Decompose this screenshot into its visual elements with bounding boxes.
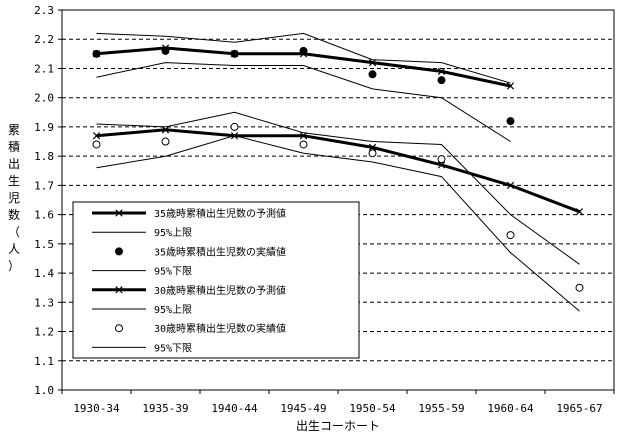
y-axis-title-char: ） (8, 259, 20, 273)
actual-point-open (230, 122, 239, 131)
ci-line-5 (96, 111, 580, 265)
y-axis-title-char: 児 (8, 191, 20, 205)
x-marker-stroke (161, 126, 170, 134)
actual-point-open (92, 140, 101, 149)
y-axis-tick-labels: 1.0 1.1 1.2 1.3 1.4 1.5 1.6 1.7 1.8 1.9 2.0 2.1 2.2 2… (34, 4, 62, 397)
x-marker-stroke (115, 209, 123, 217)
predicted-point (575, 208, 584, 216)
actual-point-open (161, 137, 170, 146)
actual-point-open (299, 140, 308, 149)
x-tick-label: 1940-44 (211, 402, 258, 415)
x-tick-label: 1945-49 (280, 402, 326, 415)
y-tick-label: 2.0 (34, 92, 54, 105)
legend-entry: 30歳時累積出生児数の実績値 (115, 322, 286, 335)
predicted-point (437, 161, 446, 169)
legend-swatch-marker (115, 286, 123, 294)
y-axis-title-char: 生 (8, 174, 20, 188)
legend-entry: 95%下限 (92, 342, 192, 354)
legend-entry: 35歳時累積出生児数の予測値 (92, 207, 286, 220)
x-marker-stroke (575, 208, 584, 216)
x-marker-stroke (368, 143, 377, 152)
legend-label: 95%上限 (154, 227, 192, 239)
actual-point-open (437, 155, 446, 164)
predicted-line-4 (96, 128, 581, 214)
legend-entry: 35歳時累積出生児数の実績値 (115, 245, 286, 258)
legend-box (72, 201, 360, 359)
x-tick-label: 1965-67 (556, 402, 602, 415)
legend-entry: 30歳時累積出生児数の予測値 (92, 284, 286, 297)
x-tick-label: 1950-54 (349, 402, 396, 415)
legend-label: 30歳時累積出生児数の実績値 (154, 322, 286, 335)
actual-point-filled (368, 70, 377, 79)
y-tick-label: 2.2 (34, 33, 54, 46)
legend-swatch-marker (115, 209, 123, 217)
x-marker-stroke (437, 67, 446, 76)
legend-label: 95%上限 (154, 304, 192, 316)
y-tick-label: 1.1 (34, 355, 54, 368)
y-tick-label: 1.4 (34, 267, 54, 280)
y-tick-label: 1.5 (34, 238, 54, 251)
predicted-point (161, 126, 170, 134)
legend-entry: 95%下限 (92, 266, 192, 278)
ci-line-1 (96, 32, 511, 84)
x-tick-label: 1960-64 (487, 402, 534, 415)
predicted-point (368, 143, 377, 152)
x-tick-label: 1930-34 (73, 402, 120, 415)
legend-entry: 95%上限 (92, 227, 192, 239)
actual-point-filled (92, 49, 101, 58)
actual-point-open (575, 283, 584, 292)
x-marker-stroke (506, 82, 515, 90)
x-marker-stroke (506, 181, 515, 190)
predicted-point (92, 132, 101, 140)
y-axis-title-char: 出 (8, 157, 20, 171)
predicted-point (437, 67, 446, 76)
y-axis-title-char: （ (8, 225, 20, 239)
y-tick-label: 1.7 (34, 179, 54, 192)
predicted-point (506, 181, 515, 190)
y-axis-title-char: 数 (8, 207, 20, 222)
data-series (92, 32, 584, 312)
predicted-point (506, 82, 515, 90)
legend-label: 95%下限 (154, 342, 192, 354)
x-marker-stroke (115, 286, 123, 294)
legend-label: 30歳時累積出生児数の予測値 (154, 284, 286, 297)
y-tick-label: 2.3 (34, 4, 54, 17)
x-marker-stroke (92, 132, 101, 140)
legend-label: 35歳時累積出生児数の予測値 (154, 207, 286, 220)
x-tick-label: 1955-59 (418, 402, 464, 415)
x-tick-label: 1935-39 (142, 402, 188, 415)
x-marker-stroke (437, 161, 446, 169)
actual-point-open (506, 231, 515, 240)
legend-label: 95%下限 (154, 266, 192, 278)
actual-point-filled (230, 49, 239, 58)
actual-point-filled (161, 46, 170, 55)
y-tick-label: 1.0 (34, 384, 54, 397)
x-axis-title: 出生コーホート (296, 419, 380, 433)
legend-label: 35歳時累積出生児数の実績値 (154, 245, 286, 258)
y-tick-label: 1.8 (34, 150, 54, 163)
actual-point-open (368, 149, 377, 158)
y-axis-title-char: 積 (8, 139, 20, 154)
y-axis-title-char: 人 (8, 242, 20, 256)
y-tick-label: 1.9 (34, 121, 54, 134)
actual-point-filled (299, 46, 308, 55)
y-axis-title: 累積出生児数 （ 人 ） (8, 123, 20, 273)
x-marker-stroke (368, 58, 377, 67)
y-axis-title-char: 累 (8, 123, 20, 137)
y-tick-label: 1.6 (34, 209, 54, 222)
actual-point-filled (506, 117, 515, 126)
y-tick-label: 2.1 (34, 62, 54, 75)
y-tick-label: 1.3 (34, 296, 54, 309)
legend-swatch-marker (115, 324, 123, 333)
actual-point-filled (437, 76, 446, 85)
y-tick-label: 1.2 (34, 326, 54, 339)
legend: 35歳時累積出生児数の予測値 95%上限 35歳時累積出生児数の実績値 95%下限 30… (72, 201, 360, 359)
ci-line-3 (96, 62, 511, 142)
ci-line-7 (96, 135, 580, 312)
legend-entry: 95%上限 (92, 304, 192, 316)
legend-swatch-marker (115, 247, 123, 256)
predicted-point (368, 58, 377, 67)
x-axis-tick-labels: 1930-34 1935-39 1940-44 1945-49 1950-54 1955-… (61, 390, 615, 415)
